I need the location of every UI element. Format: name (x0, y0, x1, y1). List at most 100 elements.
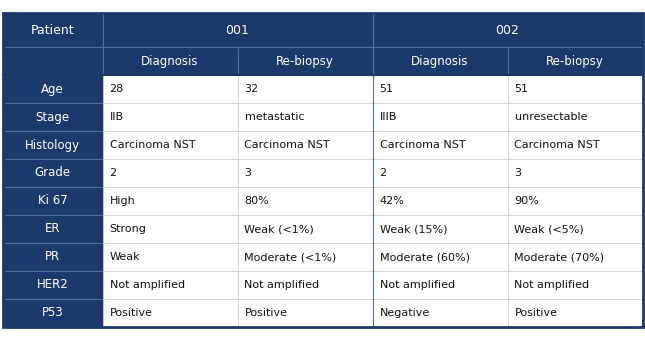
Bar (3, 47, 103, 75)
Bar (373, 103, 508, 131)
Text: Weak (<5%): Weak (<5%) (515, 224, 584, 234)
Bar (103, 103, 237, 131)
Bar (508, 159, 642, 187)
Bar (3, 131, 103, 159)
Text: 32: 32 (244, 84, 259, 94)
Text: IIB: IIB (110, 112, 124, 122)
Text: Stage: Stage (35, 110, 70, 123)
Bar (373, 75, 508, 103)
Bar (373, 243, 508, 271)
Text: Weak: Weak (110, 252, 140, 262)
Bar (237, 75, 373, 103)
Text: 80%: 80% (244, 196, 269, 206)
Text: Not amplified: Not amplified (379, 280, 455, 290)
Text: Positive: Positive (515, 308, 557, 318)
Text: unresectable: unresectable (515, 112, 587, 122)
Text: Strong: Strong (110, 224, 146, 234)
Text: 28: 28 (110, 84, 124, 94)
Bar (103, 299, 237, 327)
Bar (373, 299, 508, 327)
Bar (237, 299, 373, 327)
Bar (3, 299, 103, 327)
Bar (237, 187, 373, 215)
Text: Weak (<1%): Weak (<1%) (244, 224, 314, 234)
Text: High: High (110, 196, 135, 206)
Bar (103, 47, 237, 75)
Bar (508, 299, 642, 327)
Bar (3, 271, 103, 299)
Bar (373, 159, 508, 187)
Text: Positive: Positive (110, 308, 152, 318)
Text: 001: 001 (226, 23, 250, 36)
Text: 3: 3 (515, 168, 522, 178)
Text: ER: ER (45, 222, 60, 236)
Bar (3, 215, 103, 243)
Text: Carcinoma NST: Carcinoma NST (110, 140, 195, 150)
Bar (373, 131, 508, 159)
Text: 2: 2 (110, 168, 117, 178)
Bar (103, 75, 237, 103)
Bar (508, 103, 642, 131)
Bar (373, 271, 508, 299)
Bar (237, 47, 373, 75)
Bar (3, 159, 103, 187)
Text: Ki 67: Ki 67 (37, 194, 67, 207)
Bar (237, 131, 373, 159)
Text: Negative: Negative (379, 308, 430, 318)
Text: 002: 002 (495, 23, 519, 36)
Bar (237, 215, 373, 243)
Text: Carcinoma NST: Carcinoma NST (244, 140, 330, 150)
Bar (3, 103, 103, 131)
Bar (237, 243, 373, 271)
Bar (3, 75, 103, 103)
Text: 51: 51 (379, 84, 393, 94)
Text: 42%: 42% (379, 196, 404, 206)
Bar (237, 103, 373, 131)
Bar (508, 243, 642, 271)
Bar (3, 243, 103, 271)
Text: 2: 2 (379, 168, 386, 178)
Bar (508, 131, 642, 159)
Bar (508, 75, 642, 103)
Bar (103, 271, 237, 299)
Bar (508, 187, 642, 215)
Text: Not amplified: Not amplified (244, 280, 320, 290)
Text: Moderate (<1%): Moderate (<1%) (244, 252, 337, 262)
Text: HER2: HER2 (37, 278, 68, 291)
Text: Diagnosis: Diagnosis (412, 54, 469, 68)
Text: 51: 51 (515, 84, 528, 94)
Text: metastatic: metastatic (244, 112, 304, 122)
Text: Not amplified: Not amplified (515, 280, 590, 290)
Text: Re-biopsy: Re-biopsy (546, 54, 604, 68)
Text: Weak (15%): Weak (15%) (379, 224, 447, 234)
Text: Age: Age (41, 83, 64, 96)
Bar (508, 215, 642, 243)
Bar (103, 215, 237, 243)
Text: Moderate (70%): Moderate (70%) (515, 252, 604, 262)
Bar (508, 271, 642, 299)
Text: 90%: 90% (515, 196, 539, 206)
Bar (373, 187, 508, 215)
Bar (103, 13, 373, 47)
Bar (237, 271, 373, 299)
Text: IIIB: IIIB (379, 112, 397, 122)
Bar (103, 187, 237, 215)
Bar (373, 47, 508, 75)
Bar (103, 159, 237, 187)
Bar (373, 13, 642, 47)
Text: Positive: Positive (244, 308, 288, 318)
Bar (237, 159, 373, 187)
Text: Moderate (60%): Moderate (60%) (379, 252, 470, 262)
Text: Grade: Grade (34, 167, 70, 180)
Bar (508, 47, 642, 75)
Bar (3, 13, 103, 47)
Text: Histology: Histology (25, 138, 80, 152)
Text: P53: P53 (42, 306, 63, 320)
Text: Patient: Patient (31, 23, 74, 36)
Text: 3: 3 (244, 168, 252, 178)
Text: PR: PR (45, 251, 60, 264)
Text: Carcinoma NST: Carcinoma NST (515, 140, 600, 150)
Text: Carcinoma NST: Carcinoma NST (379, 140, 465, 150)
Text: Not amplified: Not amplified (110, 280, 184, 290)
Bar (373, 215, 508, 243)
